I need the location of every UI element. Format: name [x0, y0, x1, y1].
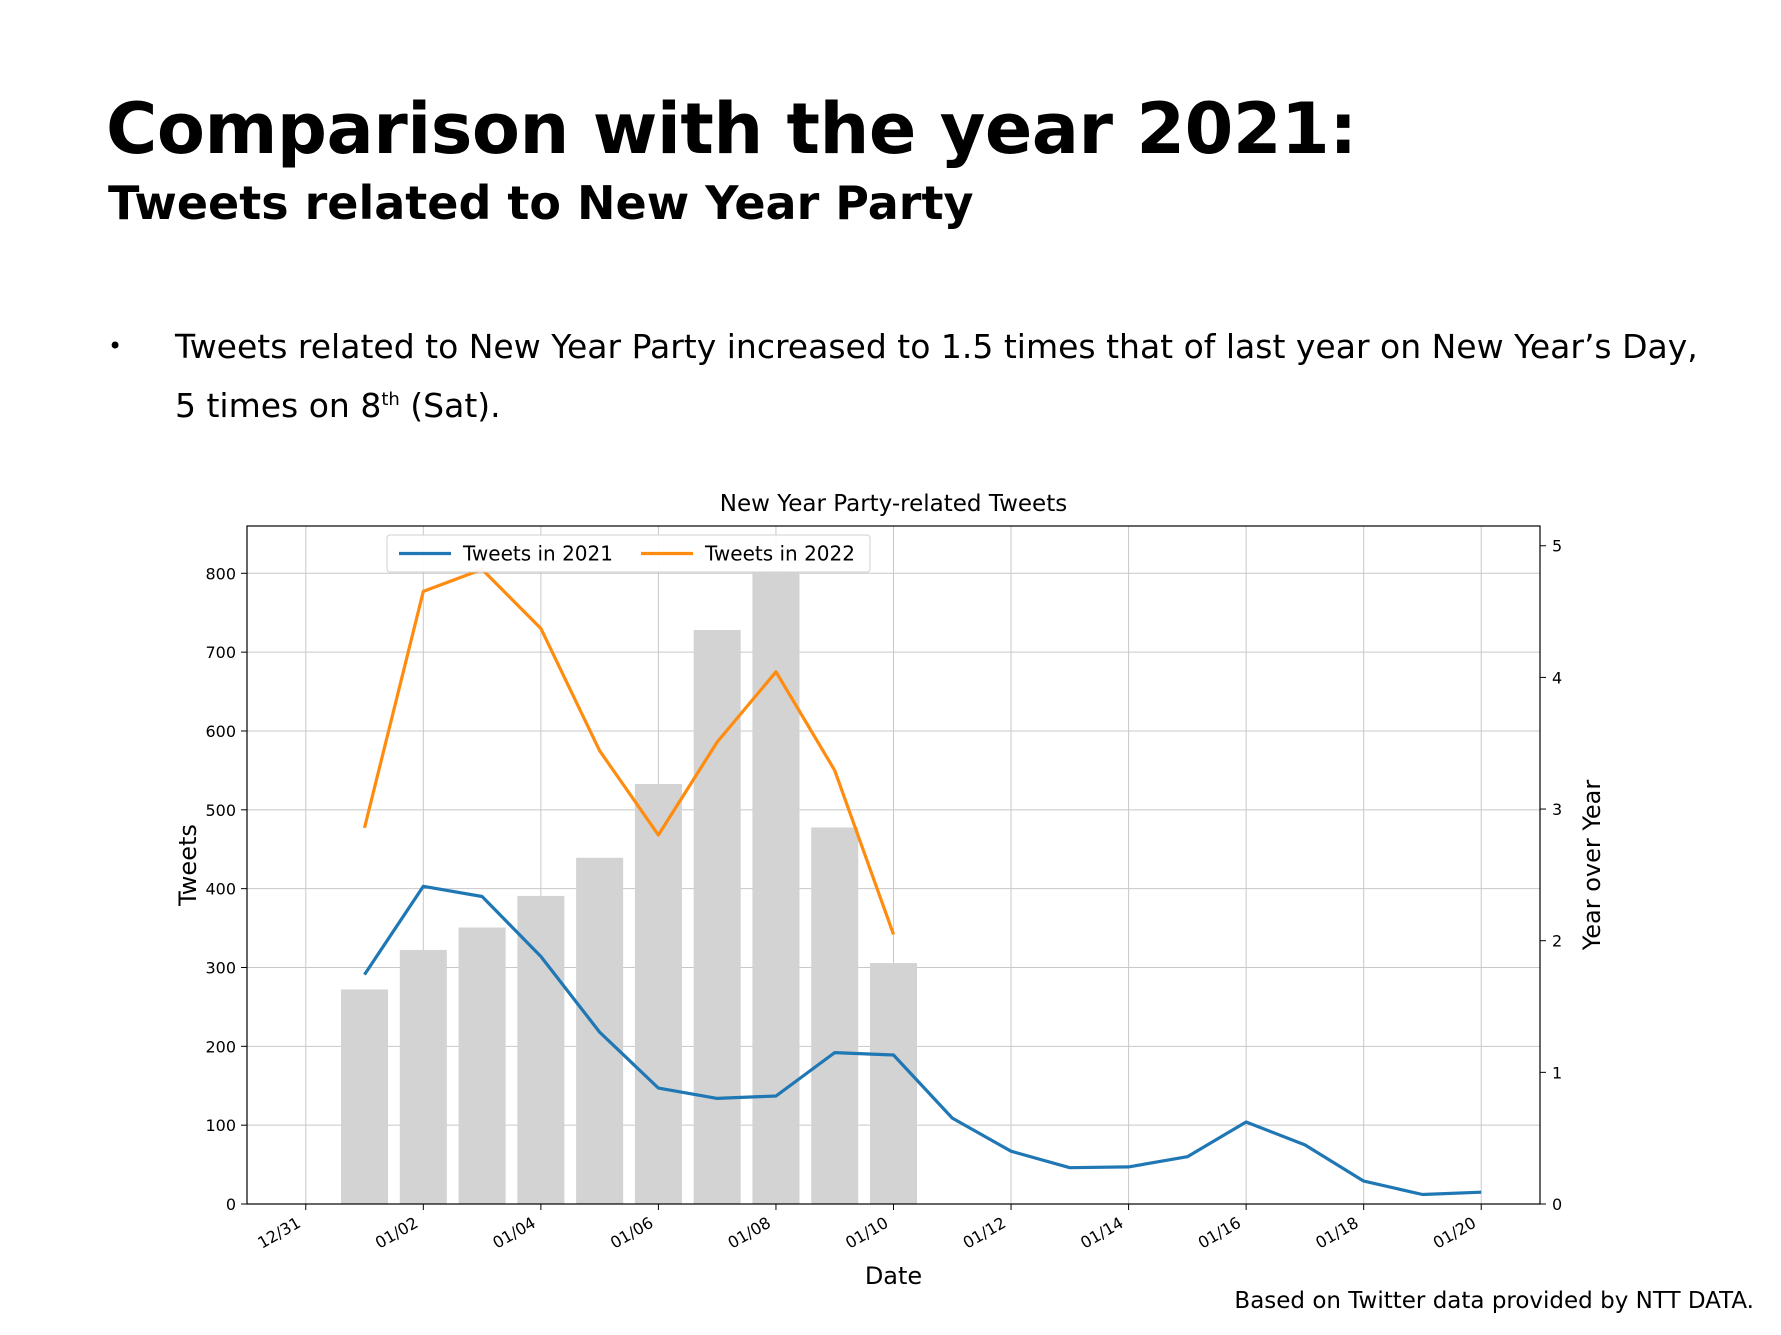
legend-label: Tweets in 2022	[704, 542, 855, 566]
y2-tick-label: 4	[1552, 668, 1562, 687]
bullet-marker: •	[108, 332, 123, 360]
yoy-bar	[458, 927, 506, 1204]
bullet-text: Tweets related to New Year Party increas…	[175, 320, 1715, 432]
x-tick-label: 01/06	[607, 1213, 656, 1253]
x-tick-label: 01/14	[1077, 1213, 1126, 1253]
x-tick-label: 01/08	[725, 1213, 774, 1253]
series-line-tweets-in-2021	[363, 884, 1482, 1197]
bullet-text-main: Tweets related to New Year Party increas…	[175, 327, 1698, 425]
yoy-bar	[869, 963, 918, 1204]
yoy-bar	[811, 827, 859, 1204]
series-line-tweets-in-2022	[362, 567, 896, 935]
x-tick-label: 01/04	[489, 1213, 538, 1253]
y2-tick-label: 1	[1552, 1063, 1562, 1082]
yoy-bar	[341, 989, 389, 1204]
y-axis-label: Tweets	[174, 824, 202, 907]
y2-tick-label: 0	[1552, 1195, 1562, 1214]
yoy-bar	[399, 949, 447, 1204]
y-tick-label: 0	[226, 1195, 236, 1214]
slide-title: Comparison with the year 2021:	[106, 88, 1357, 170]
chart-title: New Year Party-related Tweets	[720, 491, 1067, 517]
y-tick-label: 600	[205, 722, 236, 741]
x-tick-label: 01/10	[842, 1213, 891, 1253]
legend-label: Tweets in 2021	[462, 542, 613, 566]
y-tick-label: 100	[205, 1116, 236, 1135]
slide-subtitle: Tweets related to New Year Party	[108, 176, 974, 230]
yoy-bar	[752, 572, 800, 1204]
y-tick-label: 200	[205, 1037, 236, 1056]
y-tick-label: 700	[205, 643, 236, 662]
yoy-bar	[517, 895, 565, 1204]
yoy-bar	[634, 784, 682, 1204]
y-tick-label: 300	[205, 958, 236, 977]
bullet-text-end: (Sat).	[399, 386, 501, 425]
y2-tick-label: 2	[1552, 932, 1562, 951]
y-tick-label: 400	[205, 880, 236, 899]
y-tick-label: 800	[205, 564, 236, 583]
x-tick-label: 01/18	[1312, 1213, 1361, 1253]
x-tick-label: 12/31	[254, 1213, 303, 1253]
y2-tick-label: 3	[1552, 800, 1562, 819]
x-tick-label: 01/02	[372, 1213, 421, 1253]
y2-axis-label: Year over Year	[1578, 780, 1606, 952]
x-tick-label: 01/16	[1195, 1213, 1244, 1253]
legend-box	[386, 534, 871, 573]
x-tick-label: 01/12	[960, 1213, 1009, 1253]
bullet-superscript: th	[381, 389, 400, 410]
x-tick-label: 01/20	[1430, 1213, 1479, 1253]
x-axis-label: Date	[865, 1262, 922, 1290]
y2-tick-label: 5	[1552, 537, 1562, 556]
yoy-bar	[693, 630, 741, 1204]
y-tick-label: 500	[205, 801, 236, 820]
source-note: Based on Twitter data provided by NTT DA…	[1234, 1288, 1754, 1314]
